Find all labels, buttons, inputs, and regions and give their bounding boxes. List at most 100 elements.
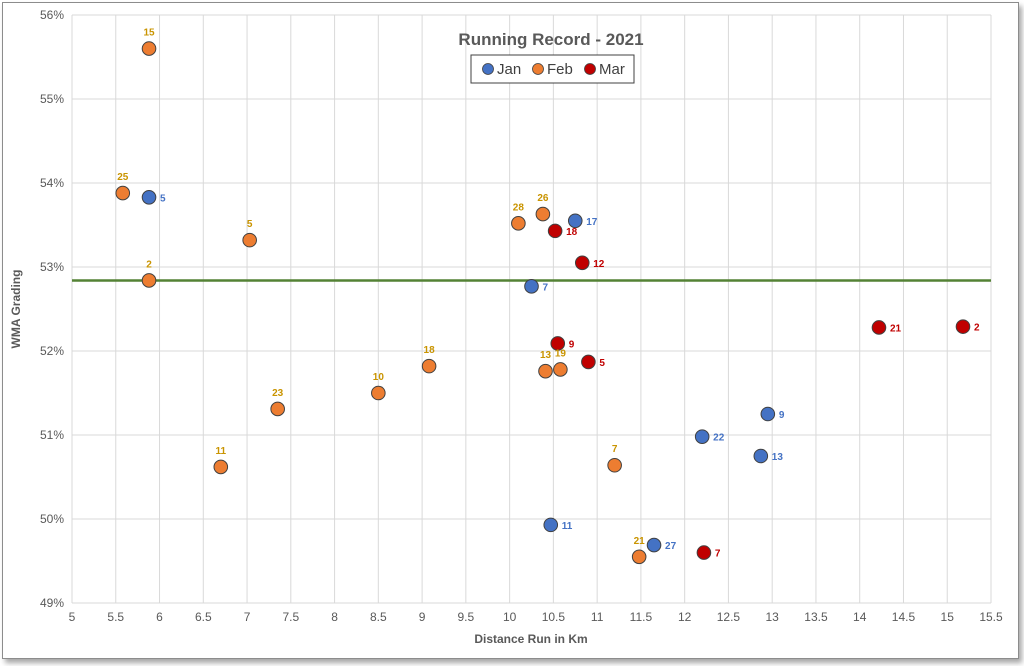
data-point-mar — [955, 319, 971, 334]
data-point-feb — [607, 457, 622, 473]
data-label-mar: 21 — [890, 323, 902, 334]
y-axis-title: WMA Grading — [9, 270, 23, 349]
y-tick-label: 50% — [40, 512, 64, 526]
chart-area — [2, 2, 1019, 659]
data-point-jan — [760, 406, 776, 422]
data-label-feb: 2 — [146, 259, 152, 270]
x-tick-label: 13 — [766, 610, 780, 624]
data-label-feb: 28 — [513, 202, 525, 213]
x-tick-label: 6 — [156, 610, 163, 624]
legend-box — [470, 54, 635, 84]
x-tick-label: 13.5 — [804, 610, 828, 624]
data-label-jan: 7 — [543, 282, 549, 293]
x-tick-label: 8 — [331, 610, 338, 624]
legend-marker-feb — [532, 63, 544, 75]
data-label-feb: 11 — [216, 446, 227, 457]
data-point-jan — [524, 279, 539, 294]
x-tick-label: 14 — [853, 610, 867, 624]
data-point-feb — [141, 273, 157, 288]
y-tick-label: 53% — [40, 260, 64, 274]
legend-label-mar: Mar — [599, 61, 625, 78]
x-tick-label: 5.5 — [107, 610, 124, 624]
data-label-mar: 5 — [599, 358, 605, 369]
y-tick-label: 52% — [40, 344, 64, 358]
data-point-feb — [213, 459, 229, 475]
data-label-feb: 5 — [247, 219, 253, 230]
data-point-mar — [581, 354, 596, 370]
data-point-mar — [574, 255, 590, 271]
data-label-feb: 13 — [540, 350, 552, 361]
data-point-mar — [696, 545, 712, 560]
data-label-jan: 5 — [160, 193, 166, 204]
data-label-jan: 17 — [586, 217, 598, 228]
data-label-feb: 10 — [373, 372, 385, 383]
x-tick-label: 9.5 — [458, 610, 475, 624]
data-point-jan — [753, 448, 769, 464]
data-point-mar — [871, 320, 887, 335]
data-label-feb: 26 — [537, 193, 549, 204]
x-tick-label: 15.5 — [979, 610, 1003, 624]
data-label-feb: 21 — [634, 536, 646, 547]
data-label-feb: 19 — [555, 348, 567, 359]
y-axis-ticks: 49% 50% 51% 52% 53% 54% 55% 56% — [40, 8, 64, 610]
data-label-jan: 11 — [562, 521, 573, 532]
data-points — [115, 41, 971, 565]
data-point-feb — [242, 232, 257, 248]
data-label-jan: 13 — [772, 452, 784, 463]
x-tick-label: 8.5 — [370, 610, 387, 624]
data-label-jan: 9 — [779, 410, 785, 421]
data-point-feb — [141, 41, 157, 56]
data-point-jan — [694, 429, 710, 444]
data-point-feb — [511, 216, 526, 231]
x-tick-label: 5 — [69, 610, 76, 624]
y-tick-label: 54% — [40, 176, 64, 190]
chart-title: Running Record - 2021 — [458, 30, 643, 49]
data-point-feb — [115, 185, 131, 201]
data-label-feb: 18 — [424, 345, 436, 356]
data-point-mar — [550, 336, 566, 351]
data-label-mar: 7 — [715, 549, 721, 560]
x-tick-label: 11 — [591, 610, 604, 624]
x-axis-ticks: 5 5.5 6 6.5 7 7.5 8 8.5 9 9.5 10 10.5 11 11.5 12 12.5 13… — [69, 610, 1003, 624]
x-tick-label: 14.5 — [892, 610, 916, 624]
data-point-jan — [646, 537, 662, 553]
data-label-mar: 2 — [974, 323, 980, 334]
data-label-feb: 7 — [612, 444, 618, 455]
data-label-mar: 12 — [593, 259, 605, 270]
data-point-feb — [538, 363, 553, 379]
x-tick-label: 6.5 — [195, 610, 212, 624]
data-point-jan — [141, 189, 157, 205]
data-label-mar: 9 — [569, 339, 575, 350]
gridlines — [71, 14, 992, 604]
y-tick-label: 56% — [40, 8, 64, 22]
data-label-feb: 23 — [272, 388, 284, 399]
x-axis-title: Distance Run in Km — [474, 632, 587, 646]
data-point-feb — [535, 206, 551, 222]
legend-label-feb: Feb — [547, 61, 573, 78]
y-tick-label: 55% — [40, 92, 64, 106]
legend: Jan Feb Mar — [470, 54, 635, 84]
data-label-mar: 18 — [566, 227, 578, 238]
y-tick-label: 49% — [40, 596, 64, 610]
x-tick-label: 11.5 — [630, 610, 653, 624]
data-label-jan: 27 — [665, 541, 677, 552]
data-point-feb — [371, 385, 386, 401]
x-tick-label: 9 — [419, 610, 426, 624]
y-tick-label: 51% — [40, 428, 64, 442]
data-label-feb: 15 — [143, 28, 155, 39]
data-point-feb — [421, 358, 437, 374]
data-point-feb — [631, 549, 647, 565]
legend-marker-jan — [482, 63, 494, 75]
data-point-feb — [553, 362, 568, 377]
legend-marker-mar — [584, 63, 596, 75]
x-tick-label: 12.5 — [717, 610, 741, 624]
legend-label-jan: Jan — [497, 61, 521, 78]
x-tick-label: 15 — [941, 610, 955, 624]
x-tick-label: 12 — [678, 610, 692, 624]
data-point-jan — [543, 517, 559, 533]
data-point-feb — [270, 401, 285, 417]
data-point-jan — [567, 213, 583, 229]
data-label-feb: 25 — [117, 172, 129, 183]
